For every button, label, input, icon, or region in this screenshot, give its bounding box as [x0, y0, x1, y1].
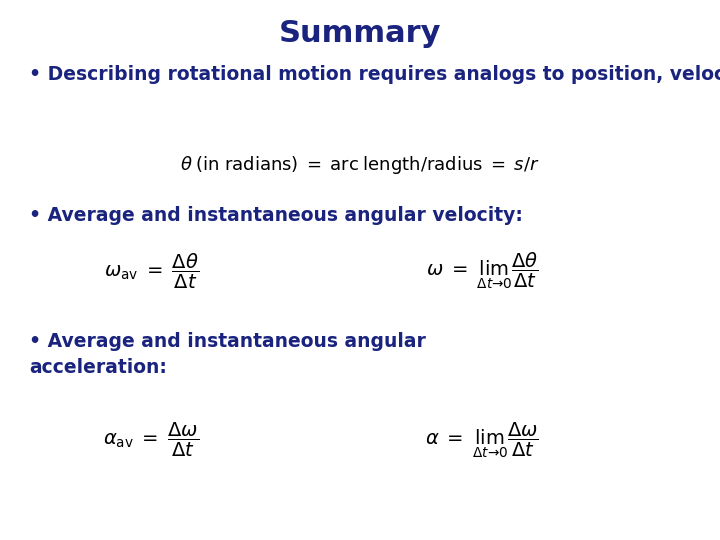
Text: $\omega_\mathrm{av} \;=\; \dfrac{\Delta\theta}{\Delta t}$: $\omega_\mathrm{av} \;=\; \dfrac{\Delta\…: [104, 252, 199, 291]
Text: $\omega \;=\; \lim_{\Delta t \to 0} \dfrac{\Delta\theta}{\Delta t}$: $\omega \;=\; \lim_{\Delta t \to 0} \dfr…: [426, 251, 539, 292]
Text: • Describing rotational motion requires analogs to position, velocity, and accel: • Describing rotational motion requires …: [29, 65, 720, 84]
Text: $\alpha_\mathrm{av} \;=\; \dfrac{\Delta\omega}{\Delta t}$: $\alpha_\mathrm{av} \;=\; \dfrac{\Delta\…: [103, 421, 199, 459]
Text: • Average and instantaneous angular: • Average and instantaneous angular: [29, 332, 426, 351]
Text: $\theta \; (\mathrm{in\; radians}) \;=\; \mathrm{arc\; length/radius} \;=\; s/r$: $\theta \; (\mathrm{in\; radians}) \;=\;…: [180, 154, 540, 176]
Text: • Average and instantaneous angular velocity:: • Average and instantaneous angular velo…: [29, 206, 523, 225]
Text: Summary: Summary: [279, 19, 441, 48]
Text: $\alpha \;=\; \lim_{\Delta t \to 0} \dfrac{\Delta\omega}{\Delta t}$: $\alpha \;=\; \lim_{\Delta t \to 0} \dfr…: [426, 420, 539, 460]
Text: acceleration:: acceleration:: [29, 358, 166, 377]
